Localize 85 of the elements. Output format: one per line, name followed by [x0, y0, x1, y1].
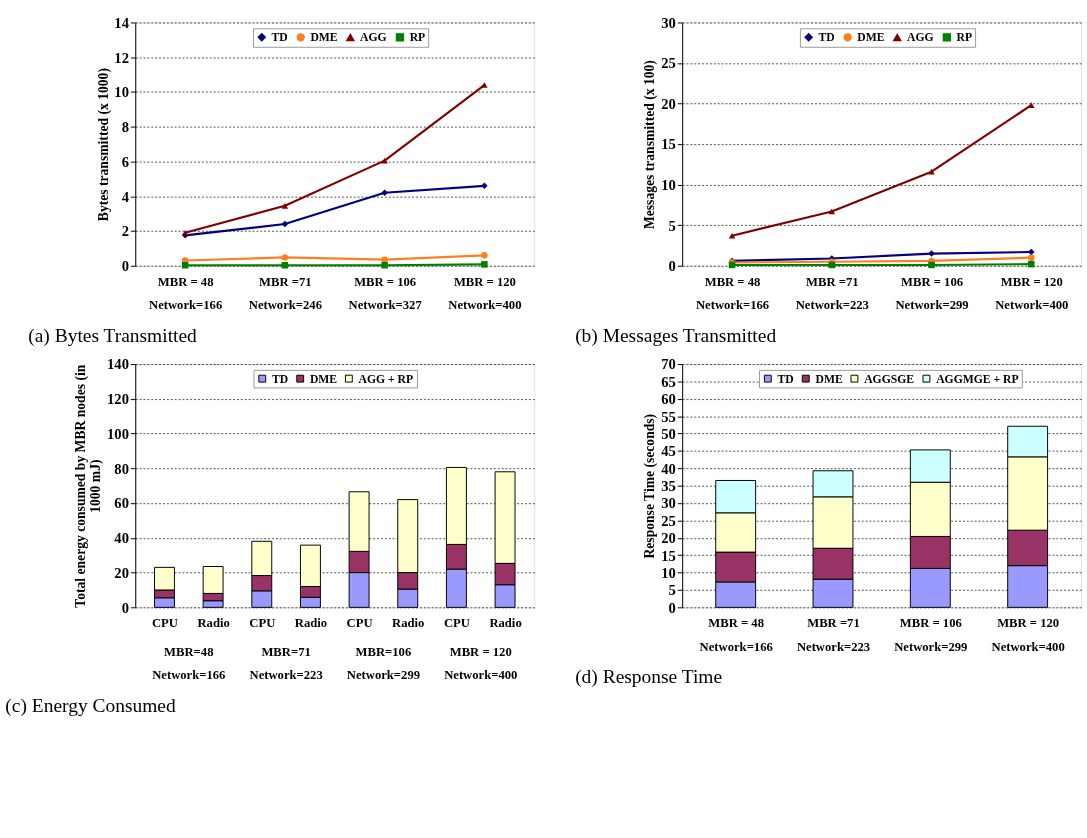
y-tick-label: 10 — [661, 177, 676, 194]
text: MBR = 120 Network=400 — [444, 645, 518, 683]
y-tick-label: 120 — [107, 391, 129, 408]
y-tick-label: 30 — [661, 14, 676, 31]
y-tick-label: 6 — [121, 153, 129, 170]
x-tick-label: MBR = 106 Network=327 — [348, 274, 423, 313]
legend-label: TD — [271, 31, 288, 45]
y-tick-label: 35 — [661, 478, 676, 495]
x-tick-label: CPU — [151, 616, 178, 631]
legend-label: TD — [777, 372, 794, 386]
y-tick-label: 70 — [661, 356, 676, 373]
y-tick-label: 0 — [668, 258, 676, 275]
y-tick-label: 10 — [661, 564, 676, 581]
y-axis-title: Response Time (seconds) — [642, 413, 659, 559]
y-tick-label: 2 — [121, 223, 129, 240]
y-tick-label: 80 — [114, 460, 129, 477]
x-tick-label: MBR = 120 Network=400 — [448, 274, 522, 313]
legend-label: TD — [271, 372, 289, 386]
y-tick-label: 15 — [661, 547, 676, 564]
y-tick-label: 140 — [107, 356, 129, 373]
x-tick-label: MBR =71 Network=223 — [795, 274, 869, 313]
legend-label: DME — [815, 372, 843, 386]
y-tick-label: 20 — [661, 95, 676, 112]
legend-label: DME — [309, 372, 338, 386]
x-tick-label: MBR = 120 Network=400 — [995, 274, 1069, 313]
y-tick-label: 65 — [661, 373, 676, 390]
y-tick-label: 4 — [121, 188, 130, 205]
legend-label: AGGSGE — [864, 372, 915, 386]
text: MBR=48 Network=166 — [152, 645, 226, 683]
y-tick-label: 60 — [114, 495, 129, 512]
y-tick-label: 8 — [121, 119, 129, 136]
y-tick-label: 55 — [661, 408, 676, 425]
x-tick-label: CPU — [249, 616, 276, 631]
text: MBR=71 Network=223 — [249, 645, 323, 683]
legend-label: DME — [857, 31, 885, 45]
legend-label: AGGMGE + RP — [936, 372, 1019, 386]
y-tick-label: 50 — [661, 425, 676, 442]
legend-label: RP — [956, 31, 973, 45]
y-tick-label: 45 — [661, 443, 676, 460]
y-tick-label: 100 — [107, 425, 129, 442]
legend-label: AGG — [906, 31, 934, 45]
y-axis-title: Messages transmitted (x 100) — [642, 60, 659, 230]
x-tick-label: Radio — [197, 616, 230, 631]
y-tick-label: 10 — [114, 84, 129, 101]
x-tick-label: Radio — [392, 616, 425, 631]
legend-label: RP — [409, 31, 426, 45]
legend-label: AGG + RP — [358, 372, 414, 386]
x-tick-label: CPU — [346, 616, 373, 631]
x-tick-label: Radio — [294, 616, 328, 631]
text: (c) Energy Consumed — [5, 695, 176, 718]
y-tick-label: 60 — [661, 391, 676, 408]
y-tick-label: 5 — [668, 217, 676, 234]
x-tick-label: MBR = 106 Network=299 — [895, 274, 969, 313]
y-tick-label: 30 — [661, 495, 676, 512]
y-tick-label: 0 — [668, 599, 676, 616]
x-tick-label: Radio — [489, 616, 522, 631]
x-tick-label: MBR = 48 Network=166 — [695, 274, 770, 313]
x-tick-label: MBR =71 Network=223 — [796, 616, 871, 654]
y-tick-label: 25 — [661, 512, 676, 529]
y-tick-label: 5 — [668, 582, 676, 599]
y-tick-label: 0 — [121, 258, 129, 275]
legend-label: TD — [818, 31, 835, 45]
y-tick-label: 15 — [661, 136, 676, 153]
y-tick-label: 40 — [661, 460, 676, 477]
x-tick-label: MBR = 48 Network=166 — [699, 616, 773, 654]
x-tick-label: CPU — [443, 616, 470, 631]
y-tick-label: 25 — [661, 55, 676, 72]
y-axis-title: Bytes transmitted (x 1000) — [95, 68, 112, 222]
legend-label: AGG — [360, 31, 387, 45]
x-tick-label: MBR =71 Network=246 — [248, 274, 322, 313]
text: MBR=106 Network=299 — [346, 645, 421, 683]
text: (b) Messages Transmitted — [575, 324, 777, 347]
legend-label: DME — [310, 31, 338, 45]
y-tick-label: 20 — [661, 530, 676, 547]
y-axis-title: Total energy consumed by MBR nodes (in 1000 mJ) — [72, 364, 105, 608]
y-tick-label: 0 — [121, 599, 129, 616]
text: (a) Bytes Transmitted — [28, 324, 198, 347]
y-tick-label: 20 — [114, 564, 129, 581]
x-tick-label: MBR = 48 Network=166 — [149, 274, 223, 313]
x-tick-label: MBR = 106 Network=299 — [894, 616, 968, 654]
y-tick-label: 12 — [114, 49, 129, 66]
x-tick-label: MBR = 120 Network=400 — [991, 616, 1065, 654]
y-tick-label: 14 — [114, 14, 130, 31]
text: (d) Response Time — [575, 666, 723, 689]
y-tick-label: 40 — [114, 530, 129, 547]
